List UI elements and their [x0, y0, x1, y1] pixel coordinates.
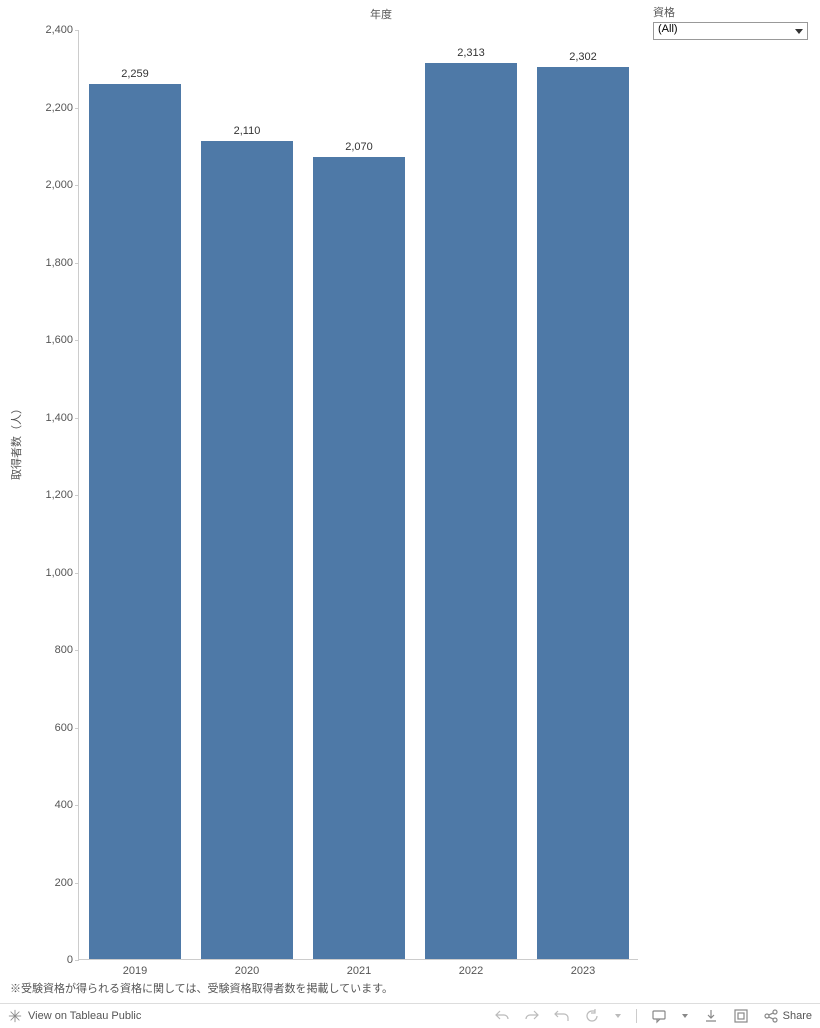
ytick-label: 600 [55, 722, 73, 734]
share-icon [763, 1008, 779, 1024]
ytick-mark [75, 495, 79, 496]
ytick-mark [75, 263, 79, 264]
filter-panel: 資格 (All) [653, 4, 808, 40]
footnote: ※受験資格が得られる資格に関しては、受験資格取得者数を掲載しています。 [10, 980, 393, 996]
comment-dropdown-icon[interactable] [681, 1008, 689, 1024]
share-label: Share [783, 1010, 812, 1022]
bar-value-label: 2,110 [201, 125, 293, 137]
chart-title: 年度 [370, 6, 392, 22]
tableau-link[interactable]: View on Tableau Public [8, 1009, 141, 1023]
toolbar: View on Tableau Public Share [0, 1003, 820, 1027]
ytick-label: 1,800 [45, 257, 73, 269]
fullscreen-icon[interactable] [733, 1008, 749, 1024]
ytick-label: 1,600 [45, 334, 73, 346]
ytick-label: 1,000 [45, 567, 73, 579]
ytick-label: 400 [55, 799, 73, 811]
ytick-mark [75, 418, 79, 419]
plot-area: 02004006008001,0001,2001,4001,6001,8002,… [78, 30, 638, 960]
undo-icon[interactable] [494, 1008, 510, 1024]
ytick-mark [75, 650, 79, 651]
bar[interactable]: 2,259 [89, 84, 181, 959]
ytick-mark [75, 805, 79, 806]
ytick-mark [75, 30, 79, 31]
bar-value-label: 2,302 [537, 51, 629, 63]
xtick-label: 2019 [123, 965, 147, 977]
ytick-label: 200 [55, 877, 73, 889]
bar[interactable]: 2,313 [425, 63, 517, 959]
comment-icon[interactable] [651, 1008, 667, 1024]
bar-value-label: 2,070 [313, 141, 405, 153]
ytick-mark [75, 728, 79, 729]
ytick-label: 800 [55, 644, 73, 656]
xtick-label: 2020 [235, 965, 259, 977]
filter-label: 資格 [653, 4, 808, 20]
ytick-label: 2,200 [45, 102, 73, 114]
xtick-label: 2022 [459, 965, 483, 977]
bar[interactable]: 2,110 [201, 141, 293, 959]
ytick-mark [75, 573, 79, 574]
bar[interactable]: 2,302 [537, 67, 629, 959]
ytick-label: 2,000 [45, 179, 73, 191]
ytick-label: 1,400 [45, 412, 73, 424]
ytick-label: 1,200 [45, 489, 73, 501]
ytick-label: 0 [67, 954, 73, 966]
tableau-link-text: View on Tableau Public [28, 1010, 141, 1022]
refresh-icon[interactable] [584, 1008, 600, 1024]
bar-value-label: 2,313 [425, 47, 517, 59]
bar-value-label: 2,259 [89, 68, 181, 80]
share-button[interactable]: Share [763, 1008, 812, 1024]
ytick-label: 2,400 [45, 24, 73, 36]
download-icon[interactable] [703, 1008, 719, 1024]
filter-dropdown[interactable]: (All) [653, 22, 808, 40]
tableau-logo-icon [8, 1009, 22, 1023]
redo-icon[interactable] [524, 1008, 540, 1024]
bar[interactable]: 2,070 [313, 157, 405, 959]
xtick-label: 2023 [571, 965, 595, 977]
ytick-mark [75, 185, 79, 186]
revert-icon[interactable] [554, 1008, 570, 1024]
ytick-mark [75, 108, 79, 109]
refresh-dropdown-icon[interactable] [614, 1008, 622, 1024]
toolbar-divider [636, 1009, 637, 1023]
ytick-mark [75, 883, 79, 884]
ytick-mark [75, 340, 79, 341]
xtick-label: 2021 [347, 965, 371, 977]
filter-selected-value: (All) [658, 23, 678, 35]
yaxis-label: 取得者数（人） [8, 403, 24, 480]
ytick-mark [75, 960, 79, 961]
